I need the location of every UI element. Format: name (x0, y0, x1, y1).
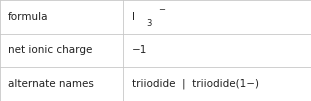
Text: I: I (132, 12, 135, 22)
Text: −1: −1 (132, 45, 147, 56)
Text: 3: 3 (146, 19, 151, 28)
Bar (0, 34, 123, 67)
Text: formula: formula (8, 12, 48, 22)
Text: net ionic charge: net ionic charge (8, 45, 92, 56)
Bar (123, 67, 311, 101)
Text: −: − (158, 5, 165, 14)
Bar (123, 34, 311, 67)
Text: triiodide  |  triiodide(1−): triiodide | triiodide(1−) (132, 79, 259, 89)
Bar (0, 67, 123, 101)
Bar (123, 0, 311, 34)
Text: alternate names: alternate names (8, 79, 94, 89)
Bar (0, 0, 123, 34)
